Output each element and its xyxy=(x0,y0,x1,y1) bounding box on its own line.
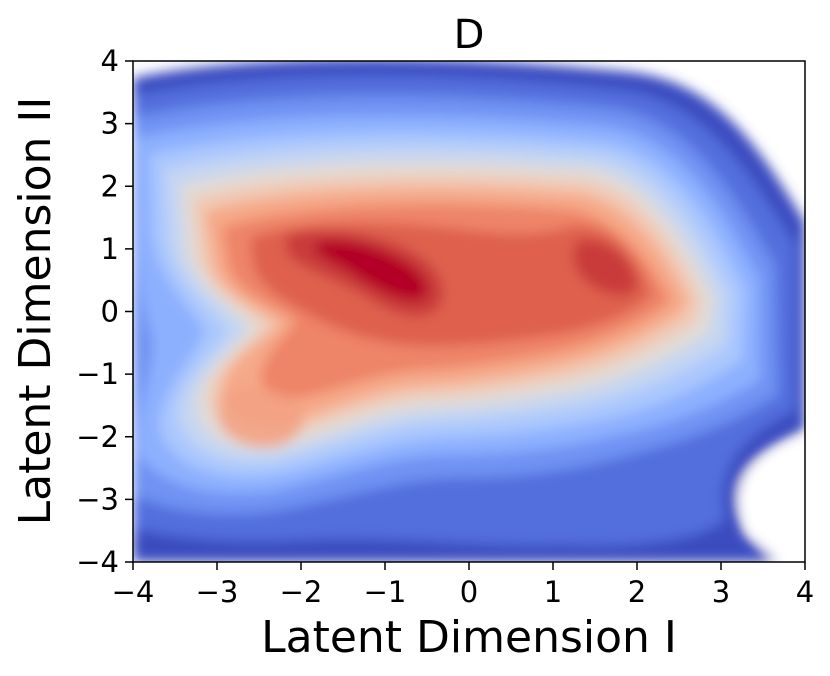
x-tick-label: −3 xyxy=(196,575,239,609)
x-tick-label: 1 xyxy=(544,575,562,609)
y-axis-label: Latent Dimension II xyxy=(10,97,61,526)
y-tick-label: 2 xyxy=(101,169,119,203)
chart-title: D xyxy=(454,12,485,58)
x-tick-label: −4 xyxy=(112,575,155,609)
plot-area xyxy=(133,61,805,562)
contour-peak-right xyxy=(573,239,637,296)
x-tick-label: −1 xyxy=(364,575,407,609)
y-tick-label: −4 xyxy=(76,545,119,579)
y-tick-label: −3 xyxy=(76,482,119,516)
x-tick-label: −2 xyxy=(280,575,323,609)
x-tick-label: 4 xyxy=(796,575,814,609)
contour-peak-main xyxy=(314,240,428,301)
x-axis-label: Latent Dimension I xyxy=(261,612,677,663)
x-tick-label: 0 xyxy=(460,575,478,609)
x-tick-label: 3 xyxy=(712,575,730,609)
y-tick-label: 4 xyxy=(101,44,119,78)
x-tick-label: 2 xyxy=(628,575,646,609)
contour-white-notch xyxy=(739,440,805,562)
contour-peak-lower-left xyxy=(218,387,304,448)
x-axis-ticks: −4 −3 −2 −1 0 1 2 3 4 xyxy=(112,562,814,609)
density-contours xyxy=(133,61,805,562)
y-tick-label: 1 xyxy=(101,232,119,266)
y-tick-label: −1 xyxy=(76,357,119,391)
y-tick-label: 3 xyxy=(101,107,119,141)
y-tick-label: −2 xyxy=(76,420,119,454)
y-axis-ticks: −4 −3 −2 −1 0 1 2 3 4 xyxy=(76,44,133,579)
y-tick-label: 0 xyxy=(101,295,119,329)
